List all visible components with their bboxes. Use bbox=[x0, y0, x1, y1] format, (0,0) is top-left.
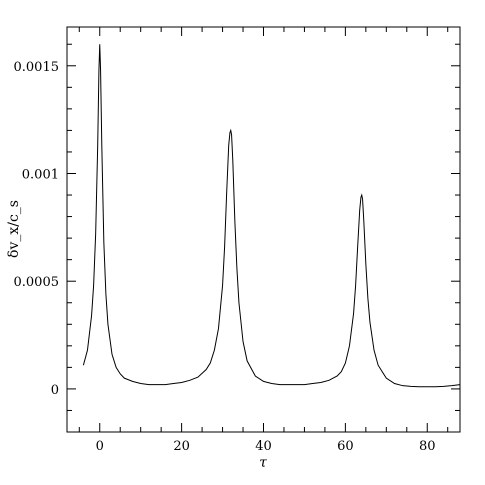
plot-frame bbox=[66, 26, 461, 433]
y-tick-label: 0.001 bbox=[22, 167, 59, 182]
series-line bbox=[82, 44, 461, 388]
x-tick-label: 20 bbox=[173, 439, 190, 454]
y-axis-title: δv_x/c_s bbox=[6, 200, 22, 258]
y-tick-label: 0.0015 bbox=[14, 60, 60, 75]
x-tick-label: 60 bbox=[337, 439, 354, 454]
x-tick-label: 0 bbox=[96, 439, 104, 454]
x-tick-label: 40 bbox=[255, 439, 272, 454]
x-axis-title: τ bbox=[259, 455, 267, 471]
y-tick-label: 0.0005 bbox=[14, 275, 60, 290]
x-tick-label: 80 bbox=[419, 439, 436, 454]
x-axis bbox=[78, 27, 449, 432]
x-tick-labels: 0 20 40 60 80 bbox=[96, 439, 436, 454]
y-axis bbox=[67, 43, 460, 433]
y-tick-label: 0 bbox=[51, 383, 59, 398]
y-tick-labels: 0 0.0005 0.001 0.0015 bbox=[14, 60, 60, 398]
